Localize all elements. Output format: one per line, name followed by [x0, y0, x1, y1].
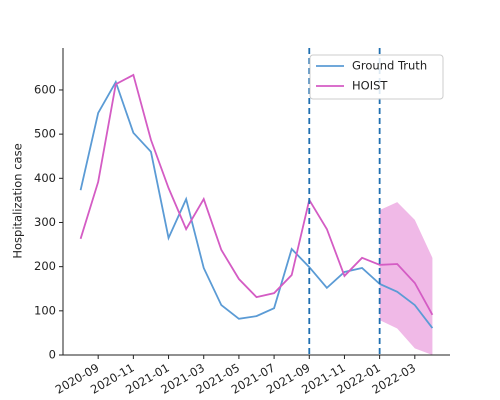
- y-tick-label: 400: [34, 171, 56, 185]
- line-series: [79, 73, 434, 316]
- y-axis-label: Hospitalization case: [11, 143, 25, 258]
- y-tick-label: 600: [34, 82, 56, 96]
- y-tick-label: 100: [34, 303, 56, 317]
- y-tick-label: 300: [34, 215, 56, 229]
- line-series: [79, 79, 434, 329]
- legend-label: Ground Truth: [352, 59, 427, 73]
- interval-band: [379, 202, 433, 355]
- y-tick-label: 200: [34, 259, 56, 273]
- y-tick-label: 500: [34, 127, 56, 141]
- legend: Ground Truth HOIST: [309, 54, 444, 100]
- legend-label: HOIST: [352, 79, 388, 93]
- y-tick-label: 0: [49, 348, 56, 362]
